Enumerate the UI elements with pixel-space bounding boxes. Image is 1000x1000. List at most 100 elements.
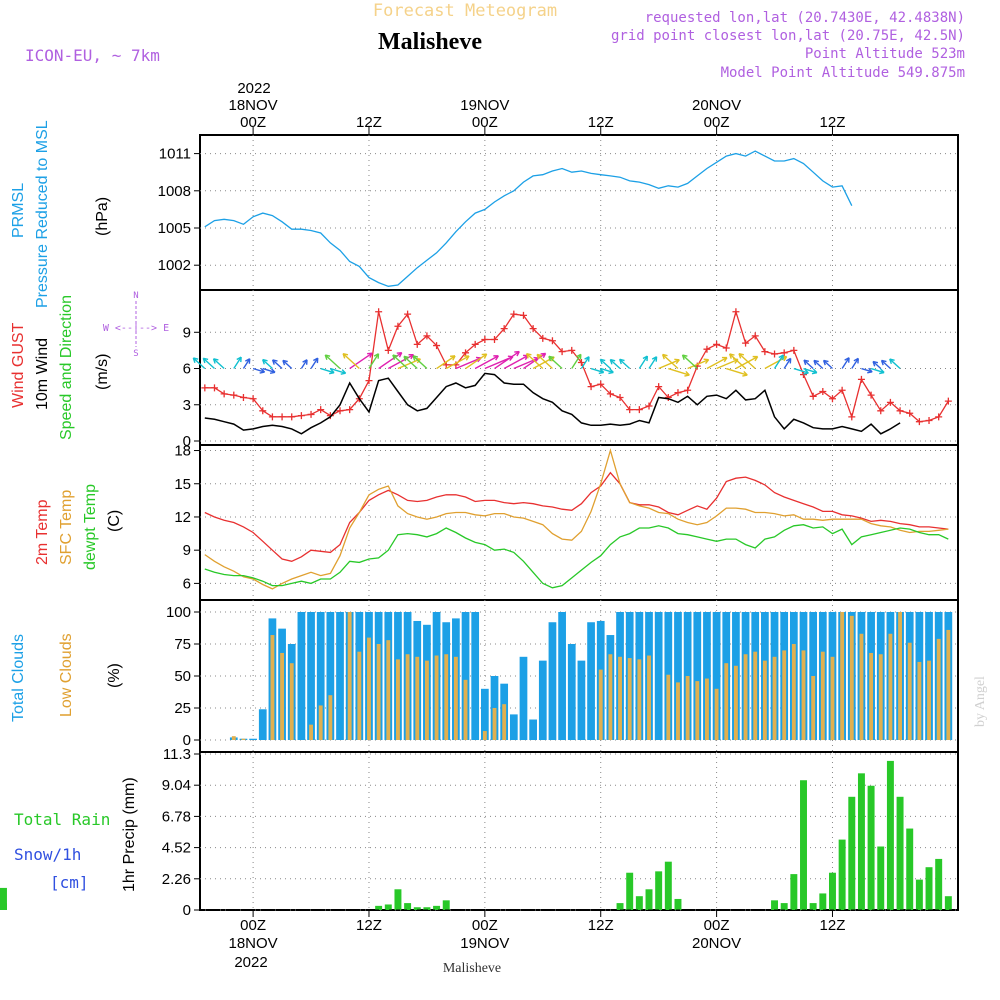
top-tick-hour: 00Z	[704, 114, 730, 131]
prmsl-series	[204, 150, 853, 287]
ytick-label-p1: 1008	[158, 183, 191, 200]
wind-arrow-head	[302, 359, 308, 365]
wind-arrow-head	[642, 355, 649, 362]
wind-arrow	[412, 355, 428, 370]
wind-arrow-head	[674, 358, 680, 365]
bottom-tick-hour: 00Z	[704, 917, 730, 934]
ytick-label-p3: 18	[174, 443, 191, 460]
gust-marker	[278, 413, 286, 421]
wind-arrow-head	[872, 360, 879, 367]
precip-bar	[828, 872, 836, 910]
total-cloud-bar	[703, 612, 711, 740]
panel4-labels: Total Clouds Low Clouds (%)	[10, 633, 123, 722]
wind-arrow-head	[721, 356, 728, 363]
gust-marker	[433, 342, 441, 350]
wind-arrow	[682, 354, 698, 370]
precip-bar	[423, 907, 431, 910]
wind-arrow	[503, 354, 529, 370]
precip-bar	[771, 900, 779, 910]
precip-bar	[877, 846, 885, 910]
gust-marker	[375, 308, 383, 316]
total-cloud-bar	[693, 612, 702, 740]
low-cloud-bar	[724, 663, 729, 740]
wind-arrow	[571, 354, 582, 369]
bottom-year-label: 2022	[234, 954, 267, 971]
gust-marker	[259, 407, 267, 415]
precip-bar	[375, 905, 383, 910]
wind-arrow	[872, 360, 882, 370]
precip-bar	[626, 872, 634, 910]
temp-unit-label: (C)	[106, 510, 123, 532]
gust-marker	[297, 412, 305, 420]
wind-arrow	[726, 367, 748, 376]
precip-bar	[0, 907, 7, 910]
top-tick-hour: 00Z	[240, 114, 266, 131]
low-cloud-bar	[357, 651, 362, 740]
ytick-label-p4: 100	[166, 604, 191, 621]
total-cloud-bar	[577, 660, 586, 740]
low-cloud-bar	[714, 688, 719, 740]
wind-arrow	[403, 355, 418, 370]
wind-arrow-head	[867, 367, 873, 374]
total-cloud-bar	[297, 612, 306, 740]
wind-arrow-head	[738, 352, 745, 359]
wind-arrow	[192, 357, 206, 370]
wind-arrow	[813, 359, 824, 370]
ytick-label-p2: 3	[183, 397, 191, 414]
wind-arrow	[282, 359, 293, 370]
wind-dir-label: Speed and Direction	[58, 295, 75, 440]
wind-arrow	[436, 355, 456, 370]
total-cloud-bar	[712, 612, 721, 740]
gust-marker	[780, 349, 788, 357]
wind-arrow	[242, 358, 251, 369]
precip-bar	[915, 879, 923, 910]
total-cloud-bar	[558, 612, 566, 740]
gust-marker	[239, 394, 247, 402]
ytick-label-p1: 1011	[159, 146, 191, 163]
wind-arrow-head	[703, 358, 710, 364]
low-cloud-bar	[396, 659, 400, 740]
wind-arrow	[368, 353, 380, 369]
wind-arrow	[213, 358, 225, 370]
gust-marker	[819, 387, 827, 395]
wind-arrow	[590, 367, 604, 374]
ytick-label-p4: 0	[183, 732, 191, 749]
ytick-label-p2: 6	[183, 361, 191, 378]
gust-marker	[317, 406, 325, 414]
gust-marker	[790, 346, 798, 354]
wind-arrow-head	[403, 355, 410, 362]
gust-marker	[703, 345, 711, 353]
bottom-tick-day: 18NOV	[229, 935, 278, 952]
wind-arrow-head	[329, 368, 335, 375]
wind-arrow-head	[236, 356, 242, 363]
gust-marker	[809, 392, 817, 400]
gust-marker	[384, 346, 392, 354]
ytick-label-p4: 50	[174, 668, 191, 685]
gust-marker	[732, 308, 740, 316]
wind-arrow-head	[324, 354, 331, 360]
precip-bar	[925, 867, 933, 910]
precip-bar	[838, 839, 846, 910]
low-cloud-bar	[685, 676, 690, 740]
precip-bar	[896, 796, 904, 910]
top-tick-hour: 12Z	[356, 114, 382, 131]
wind-arrow-head	[481, 353, 488, 359]
total-cloud-bar	[480, 688, 489, 740]
snow-unit-label: [cm]	[50, 873, 89, 892]
sfc-temp-label: SFC Temp	[58, 490, 75, 565]
wind-arrow-head	[822, 359, 829, 366]
precip-bar	[800, 780, 807, 910]
wind-arrow-head	[598, 368, 605, 375]
wind-arrow-head	[813, 359, 819, 366]
precip-unit-label: 1hr Precip (mm)	[121, 777, 138, 892]
panel3-labels: 2m Temp SFC Temp dewpt Temp (C)	[34, 484, 123, 570]
precip-bar	[413, 907, 421, 910]
compass-s: S	[133, 349, 138, 359]
wind-arrow	[349, 352, 373, 370]
wind-arrow-head	[412, 355, 419, 361]
model-altitude: Model Point Altitude 549.875m	[721, 65, 965, 81]
wind-arrow	[668, 367, 690, 376]
wind-arrow-head	[548, 355, 554, 362]
wind-arrow	[262, 359, 273, 370]
